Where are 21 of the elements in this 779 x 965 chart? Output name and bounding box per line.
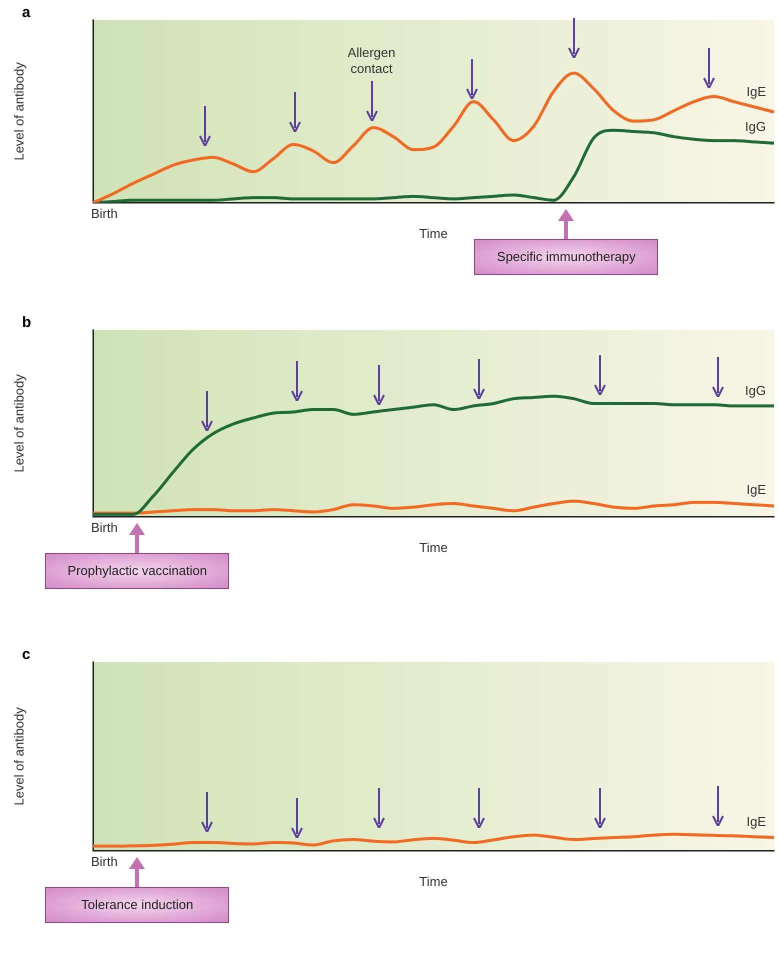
x-axis-title: Time [419,226,448,241]
y-axis-title: Level of antibody [11,62,26,161]
chart-title: b [22,314,32,331]
series-label: IgG [745,383,766,398]
text: Birth [91,854,118,869]
text: Tolerance induction [45,886,230,923]
annotation: Allergen contact [346,44,396,77]
series-label: IgE [746,814,766,829]
y-axis-title: Level of antibody [11,706,26,806]
series-label: IgE [746,84,766,99]
text: Specific immunotherapy [474,238,658,275]
x-axis-title: Time [419,540,448,555]
text: Prophylactic vaccination [45,552,230,589]
chart-title: c [22,646,30,663]
x-axis-title: Time [419,874,448,889]
series-label: IgG [745,118,766,134]
y-axis-title: Level of antibody [11,374,26,473]
series-label: IgE [746,482,766,497]
text: Birth [91,206,118,221]
chart-title: a [22,4,30,21]
text: Birth [91,520,118,535]
